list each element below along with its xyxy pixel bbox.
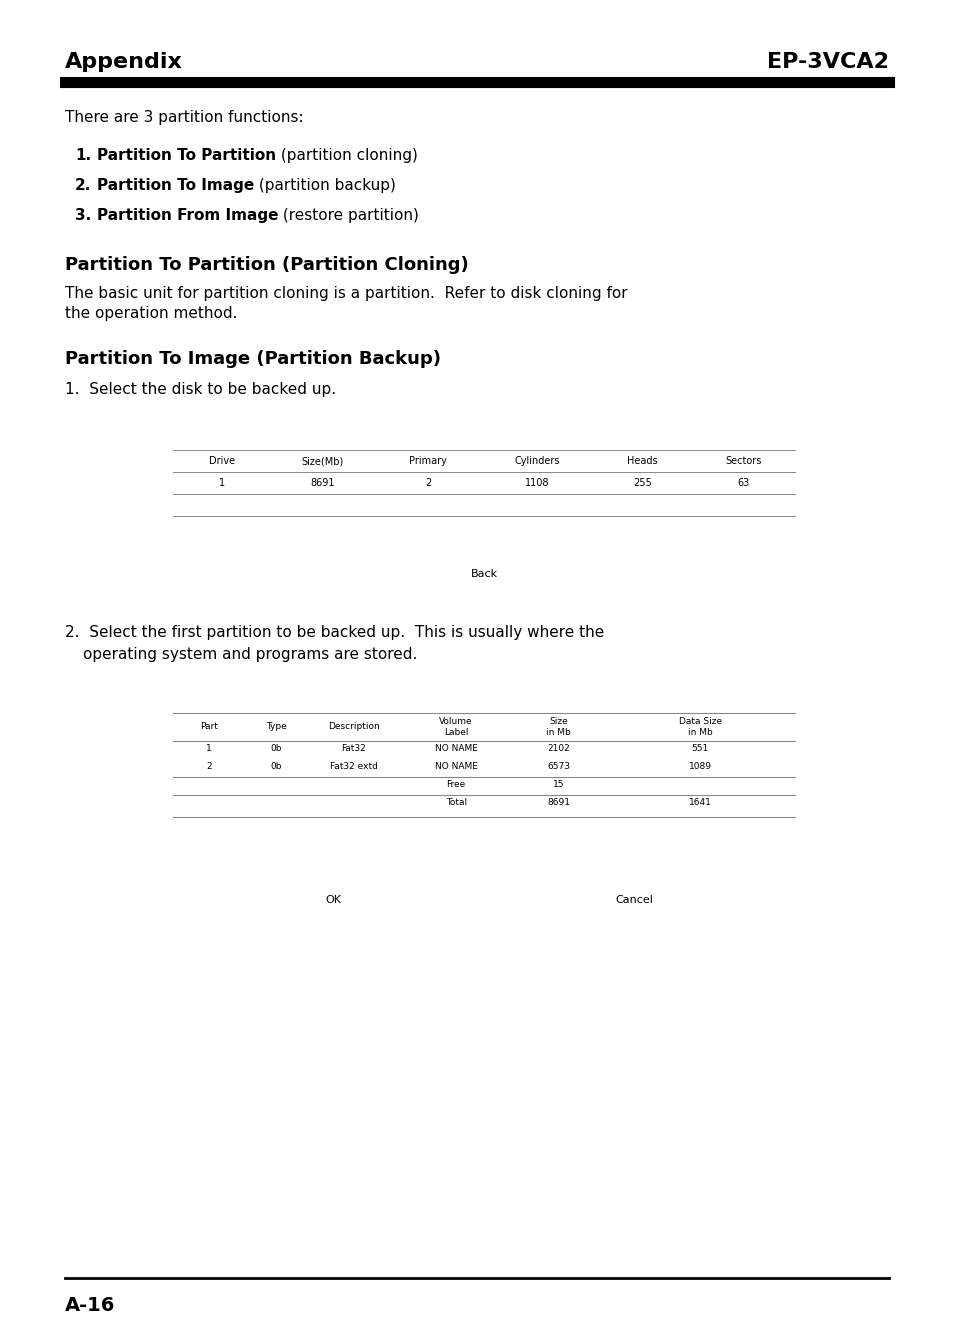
Text: Sectors: Sectors	[724, 456, 761, 466]
Text: Partition To Image: Partition To Image	[97, 178, 253, 193]
Text: 255: 255	[633, 478, 651, 488]
Text: Appendix: Appendix	[65, 52, 183, 72]
Text: Partition To Partition: Partition To Partition	[97, 147, 275, 163]
Text: 0b: 0b	[270, 744, 281, 753]
Text: operating system and programs are stored.: operating system and programs are stored…	[83, 647, 416, 662]
Text: (restore partition): (restore partition)	[278, 208, 418, 222]
Text: Select source partition(s) from Drive 1: Select source partition(s) from Drive 1	[162, 683, 361, 693]
Text: 1641: 1641	[688, 799, 711, 807]
Text: 3.: 3.	[74, 208, 91, 222]
Text: Partition To Image (Partition Backup): Partition To Image (Partition Backup)	[65, 350, 440, 368]
Text: Fat32 extd: Fat32 extd	[330, 762, 377, 770]
Text: 1.: 1.	[74, 147, 91, 163]
Text: Part: Part	[200, 722, 218, 732]
Text: NO NAME: NO NAME	[435, 744, 477, 753]
Text: (partition backup): (partition backup)	[253, 178, 395, 193]
Text: 1089: 1089	[688, 762, 711, 770]
Text: NO NAME: NO NAME	[435, 762, 477, 770]
Text: 2.: 2.	[74, 178, 91, 193]
Text: 8691: 8691	[310, 478, 335, 488]
Text: 6573: 6573	[547, 762, 570, 770]
Text: A-16: A-16	[65, 1296, 115, 1315]
Text: Free: Free	[446, 780, 465, 789]
Text: the operation method.: the operation method.	[65, 306, 237, 322]
Text: Select local source drive by clicking on the drive number: Select local source drive by clicking on…	[162, 415, 457, 426]
Text: Size(Mb): Size(Mb)	[301, 456, 343, 466]
Text: in Mb: in Mb	[687, 728, 712, 737]
Text: 551: 551	[691, 744, 708, 753]
Text: Partition To Partition (Partition Cloning): Partition To Partition (Partition Clonin…	[65, 256, 468, 273]
Text: Description: Description	[328, 722, 379, 732]
Text: 1: 1	[206, 744, 212, 753]
Text: Heads: Heads	[627, 456, 658, 466]
Text: There are 3 partition functions:: There are 3 partition functions:	[65, 110, 303, 125]
Text: 2: 2	[425, 478, 431, 488]
Text: EP-3VCA2: EP-3VCA2	[766, 52, 888, 72]
Text: 15: 15	[553, 780, 564, 789]
Text: 2: 2	[206, 762, 212, 770]
Text: 0b: 0b	[270, 762, 281, 770]
Text: Primary: Primary	[409, 456, 447, 466]
Text: 1108: 1108	[524, 478, 549, 488]
Text: Back: Back	[470, 570, 497, 579]
Text: 63: 63	[737, 478, 749, 488]
Text: in Mb: in Mb	[546, 728, 571, 737]
Text: Partition From Image: Partition From Image	[97, 208, 278, 222]
Text: Fat32: Fat32	[341, 744, 366, 753]
Text: 1.  Select the disk to be backed up.: 1. Select the disk to be backed up.	[65, 382, 335, 397]
Text: Drive: Drive	[209, 456, 234, 466]
Text: The basic unit for partition cloning is a partition.  Refer to disk cloning for: The basic unit for partition cloning is …	[65, 285, 627, 302]
Text: Total: Total	[445, 799, 466, 807]
Text: Cancel: Cancel	[615, 895, 653, 904]
Text: (partition cloning): (partition cloning)	[275, 147, 417, 163]
Text: OK: OK	[326, 895, 341, 904]
Text: Data Size: Data Size	[678, 717, 720, 726]
Text: 1: 1	[218, 478, 224, 488]
Text: 2.  Select the first partition to be backed up.  This is usually where the: 2. Select the first partition to be back…	[65, 624, 603, 641]
Text: Size: Size	[549, 717, 568, 726]
Text: Label: Label	[443, 728, 468, 737]
Text: 8691: 8691	[547, 799, 570, 807]
Text: Type: Type	[265, 722, 286, 732]
Text: 2102: 2102	[547, 744, 570, 753]
Text: Cylinders: Cylinders	[514, 456, 559, 466]
Text: Volume: Volume	[439, 717, 473, 726]
